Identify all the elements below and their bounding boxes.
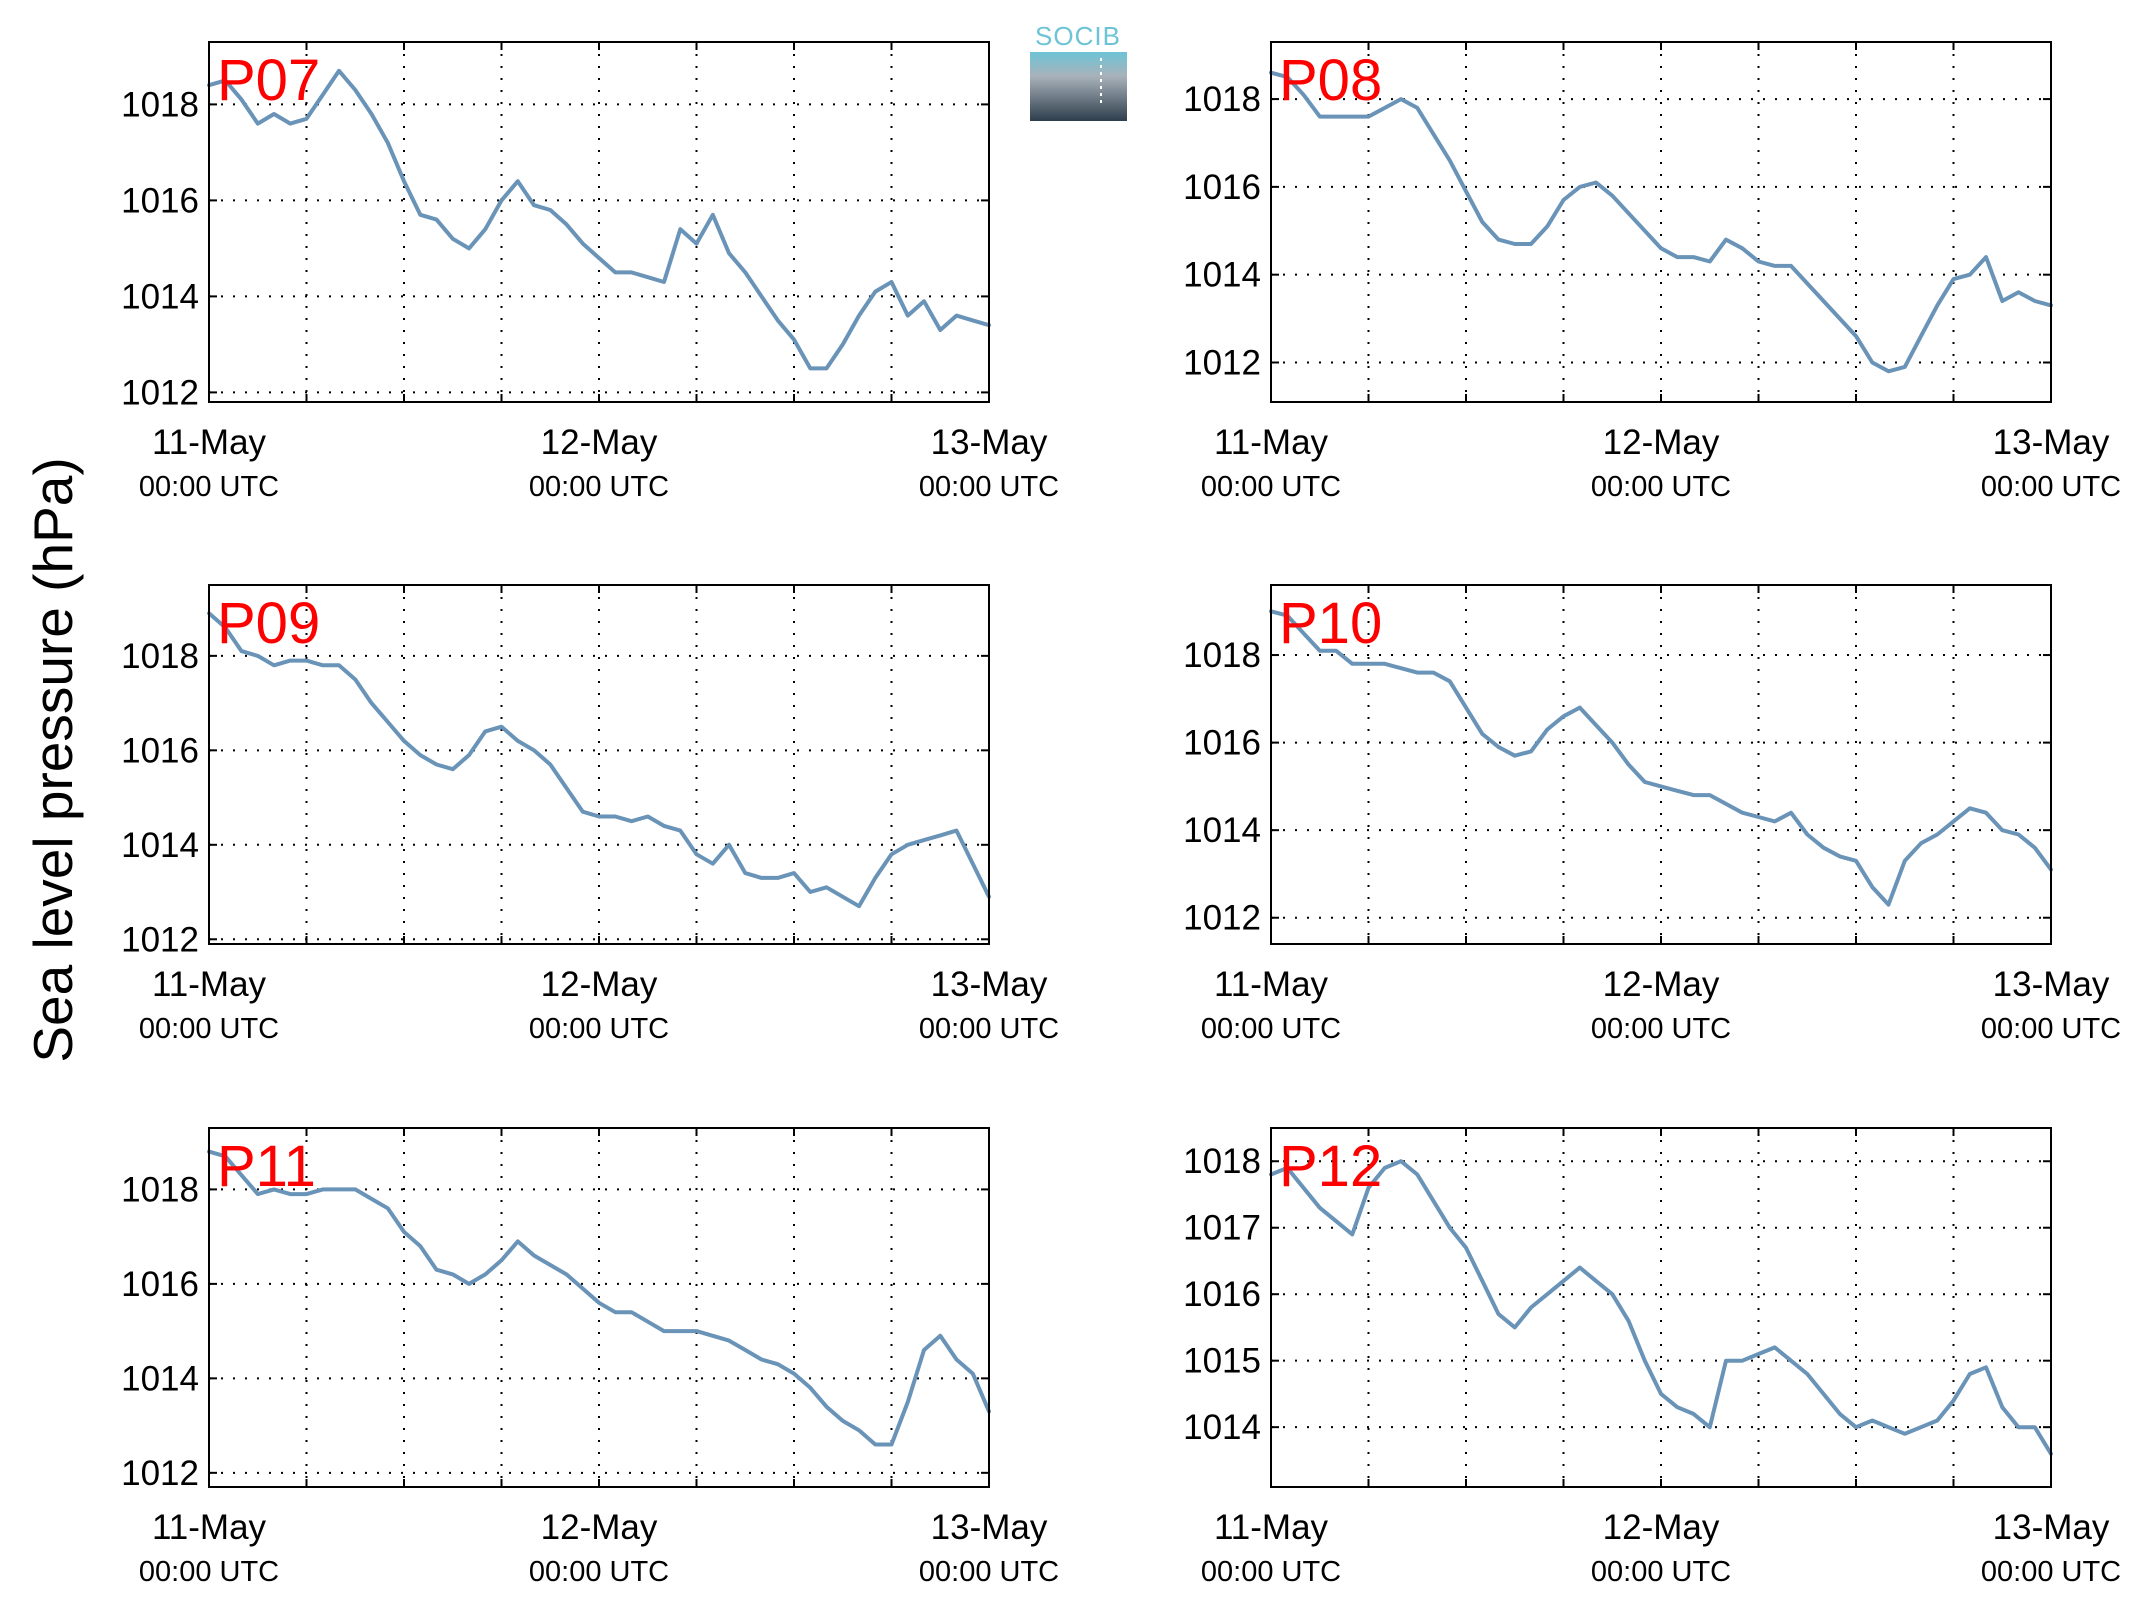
y-tick-label: 1018 [121,1170,199,1209]
y-tick-label: 1016 [1183,1275,1261,1314]
y-tick-label: 1016 [1183,168,1261,207]
y-tick-label: 1018 [1183,636,1261,675]
x-tick-label-time: 00:00 UTC [1201,471,1341,503]
axes-frame [208,41,990,403]
x-tick-label-date: 11-May [1214,965,1329,1004]
y-tick-label: 1014 [121,826,199,865]
y-tick-label: 1012 [121,1454,199,1493]
x-tick-label-date: 12-May [541,965,658,1004]
x-tick-label-time: 00:00 UTC [1201,1013,1341,1045]
panel-label-p11: P11 [217,1134,316,1199]
panel-p09: 1012 1014 1016 1018 11-May 00:00 UTC 12-May 00:… [121,584,1059,1045]
series-line-p08 [1269,70,2053,374]
axes-frame [208,584,990,945]
logo-block [1030,52,1127,121]
axes-frame [1270,1127,2052,1488]
plot-area [209,585,989,944]
panel-label-p08: P08 [1279,48,1382,113]
y-tick-label: 1015 [1183,1342,1261,1381]
x-tick-label-date: 12-May [541,423,658,462]
y-tick-label: 1018 [1183,80,1261,119]
y-tick-label: 1014 [1183,811,1261,850]
plot-area [1271,585,2051,944]
x-tick-label-date: 11-May [1214,423,1329,462]
x-tick-label-time: 00:00 UTC [529,471,669,503]
series-line-p10 [1269,609,2053,907]
series-line-p07 [207,68,991,371]
panel-label-p09: P09 [217,591,320,656]
y-tick-label: 1014 [1183,256,1261,295]
x-tick-label-date: 13-May [1993,1508,2110,1547]
plot-area [209,1128,989,1487]
y-tick-label: 1016 [1183,724,1261,763]
y-tick-label: 1014 [1183,1408,1261,1447]
x-tick-label-date: 13-May [1993,423,2110,462]
socib-logo: SOCIB [1030,21,1127,121]
x-tick-label-date: 13-May [931,965,1048,1004]
x-tick-label-time: 00:00 UTC [1981,1556,2121,1588]
y-tick-label: 1014 [121,1359,199,1398]
x-tick-label-date: 12-May [1603,965,1720,1004]
panel-p08: 1012 1014 1016 1018 11-May 00:00 UTC 12-May 00:… [1183,41,2121,503]
x-tick-label-time: 00:00 UTC [529,1556,669,1588]
x-tick-label-date: 13-May [931,1508,1048,1547]
y-axis-label: Sea level pressure (hPa) [22,457,84,1062]
y-tick-label: 1012 [1183,899,1261,938]
panel-label-p07: P07 [217,48,320,113]
x-tick-label-date: 11-May [152,423,267,462]
panel-label-p12: P12 [1279,1134,1382,1199]
x-tick-label-time: 00:00 UTC [919,1556,1059,1588]
x-tick-label-time: 00:00 UTC [1591,471,1731,503]
axes-frame [1270,584,2052,945]
y-tick-label: 1012 [121,920,199,959]
y-tick-label: 1012 [1183,343,1261,382]
x-tick-label-time: 00:00 UTC [139,1556,279,1588]
x-tick-label-date: 11-May [1214,1508,1329,1547]
x-tick-label-time: 00:00 UTC [529,1013,669,1045]
x-tick-label-time: 00:00 UTC [919,471,1059,503]
x-tick-label-time: 00:00 UTC [1591,1556,1731,1588]
logo-text: SOCIB [1035,21,1121,51]
y-tick-label: 1018 [121,637,199,676]
panel-label-p10: P10 [1279,591,1382,656]
y-tick-label: 1016 [121,1265,199,1304]
x-tick-label-time: 00:00 UTC [139,1013,279,1045]
axes-frame [1270,41,2052,403]
x-tick-label-time: 00:00 UTC [1981,471,2121,503]
series-line-p12 [1269,1159,2053,1456]
y-tick-label: 1014 [121,277,199,316]
y-tick-label: 1016 [121,181,199,220]
x-tick-label-time: 00:00 UTC [919,1013,1059,1045]
axes-frame [208,1127,990,1488]
panel-p11: 1012 1014 1016 1018 11-May 00:00 UTC 12-May 00:… [121,1127,1059,1588]
y-tick-label: 1012 [121,373,199,412]
x-tick-label-date: 12-May [541,1508,658,1547]
x-tick-label-date: 12-May [1603,423,1720,462]
panel-p12: 1014 1015 1016 1017 1018 11-May 00:00 UTC 12-Ma… [1183,1127,2121,1588]
panel-p07: 1012 1014 1016 1018 11-May 00:00 UTC 12-May 00:… [121,41,1059,503]
x-tick-label-time: 00:00 UTC [1201,1556,1341,1588]
y-tick-label: 1018 [121,85,199,124]
x-tick-label-date: 13-May [1993,965,2110,1004]
y-tick-label: 1018 [1183,1142,1261,1181]
x-tick-label-date: 13-May [931,423,1048,462]
plot-area [1271,1128,2051,1487]
x-tick-label-date: 11-May [152,1508,267,1547]
x-tick-label-time: 00:00 UTC [1591,1013,1731,1045]
series-line-p09 [207,611,991,909]
x-tick-label-time: 00:00 UTC [139,471,279,503]
y-tick-label: 1017 [1183,1209,1261,1248]
x-tick-label-date: 11-May [152,965,267,1004]
x-tick-label-date: 12-May [1603,1508,1720,1547]
x-tick-label-time: 00:00 UTC [1981,1013,2121,1045]
series-line-p11 [207,1149,991,1447]
y-tick-label: 1016 [121,731,199,770]
panel-p10: 1012 1014 1016 1018 11-May 00:00 UTC 12-May 00:… [1183,584,2121,1045]
